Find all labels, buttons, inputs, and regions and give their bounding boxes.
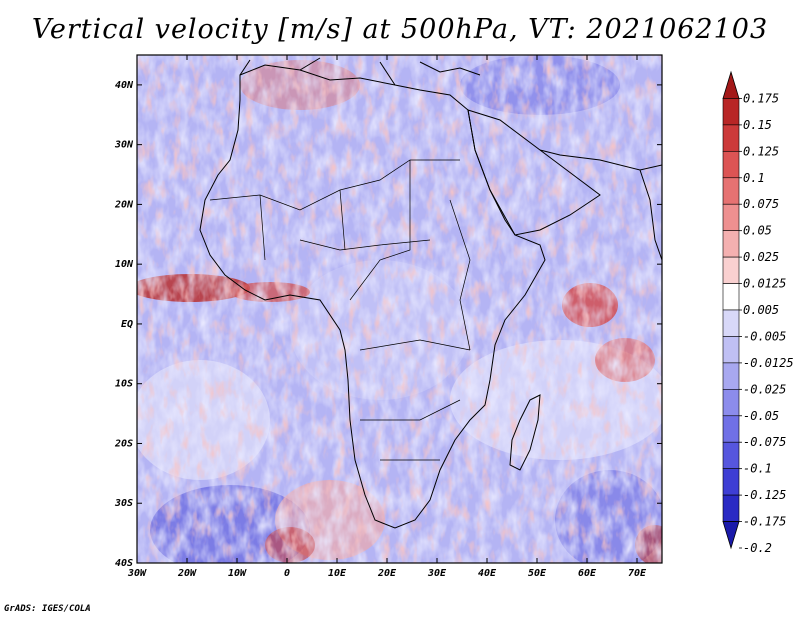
lon-tick-label: 40E (478, 568, 497, 579)
lon-tick-label: 30E (427, 568, 447, 579)
colorbar-label: 0.075 (743, 197, 779, 211)
colorbar-segment (722, 256, 740, 284)
europe-coastline (239, 57, 481, 86)
lon-axis-labels: 30W 20W 10W 0 10E 20E 30E 40E 50E 60E 70E (127, 568, 647, 579)
africa-coastline (199, 64, 546, 529)
colorbar-segment (722, 230, 740, 258)
lon-tick-label: 60E (578, 568, 597, 579)
chart-title: Vertical velocity [m/s] at 500hPa, VT: 2… (31, 14, 769, 45)
lat-tick-label: 40S (115, 558, 133, 569)
colorbar-label: -0.075 (743, 435, 786, 449)
colorbar-label: 0.175 (743, 91, 779, 105)
lon-tick-label: 10W (228, 568, 247, 579)
madagascar-coastline (509, 394, 541, 471)
lat-axis-labels: 40N 30N 20N 10N EQ 10S 20S 30S 40S (114, 80, 134, 569)
colorbar-label: 0.15 (743, 118, 772, 132)
country-borders (209, 159, 471, 461)
colorbar-segment (722, 494, 740, 522)
colorbar-segment (722, 309, 740, 337)
colorbar-segment (722, 203, 740, 231)
lon-tick-label: 30W (127, 568, 147, 579)
colorbar-bottom-arrow (722, 521, 740, 550)
lon-tick-label: 50E (528, 568, 547, 579)
colorbar-label: -0.0125 (743, 356, 794, 370)
colorbar-label: 0.1 (743, 171, 765, 185)
grads-credit: GrADS: IGES/COLA (4, 604, 91, 614)
arabia-coastline (467, 109, 601, 236)
colorbar-label: -0.05 (743, 409, 779, 423)
colorbar-segment (722, 283, 740, 311)
coastlines (199, 57, 662, 529)
colorbar-segment (722, 389, 740, 417)
colorbar-segment (722, 151, 740, 179)
lat-tick-label: 10N (115, 259, 134, 270)
colorbar-label: 0.005 (743, 303, 779, 317)
plot-frame (136, 54, 663, 564)
lat-tick-label: 20N (114, 199, 134, 210)
colorbar-label: 0.05 (743, 224, 772, 238)
lon-tick-label: 20E (377, 568, 397, 579)
lat-tick-label: 20S (114, 438, 133, 449)
velocity-field (137, 55, 662, 563)
lon-tick-label: 10E (328, 568, 347, 579)
colorbar-top-arrow (722, 70, 740, 99)
colorbar-segment (722, 177, 740, 205)
colorbar-label: -0.2 (743, 541, 772, 555)
colorbar-label: -0.025 (743, 382, 786, 396)
colorbar-label: 0.025 (743, 250, 779, 264)
lon-tick-label: 70E (628, 568, 647, 579)
colorbar-label: 0.0125 (743, 277, 786, 291)
colorbar-segment (722, 124, 740, 152)
colorbar-label: -0.005 (743, 329, 786, 343)
colorbar-segment (722, 468, 740, 496)
lat-tick-label: 10S (115, 379, 133, 390)
colorbar-segment (722, 98, 740, 126)
lat-tick-label: 40N (115, 80, 134, 91)
india-coastline (639, 169, 662, 261)
colorbar-segment (722, 336, 740, 364)
colorbar-label: -0.125 (743, 488, 786, 502)
colorbar-segment (722, 362, 740, 390)
colorbar-label: -0.1 (743, 462, 772, 476)
lon-tick-label: 0 (284, 568, 290, 579)
colorbar: 0.175 0.15 0.125 0.1 0.075 0.05 0.025 0.0125 0.0… (722, 70, 794, 555)
colorbar-segment (722, 415, 740, 443)
colorbar-label: -0.175 (743, 515, 786, 529)
colorbar-label: 0.125 (743, 144, 779, 158)
asia-coastline (539, 149, 662, 171)
lat-tick-label: 30S (114, 498, 133, 509)
lon-tick-label: 20W (177, 568, 197, 579)
lat-tick-label: 30N (114, 140, 134, 151)
colorbar-segment (722, 441, 740, 469)
lat-tick-label: EQ (121, 319, 133, 330)
axis-ticks (136, 55, 662, 564)
